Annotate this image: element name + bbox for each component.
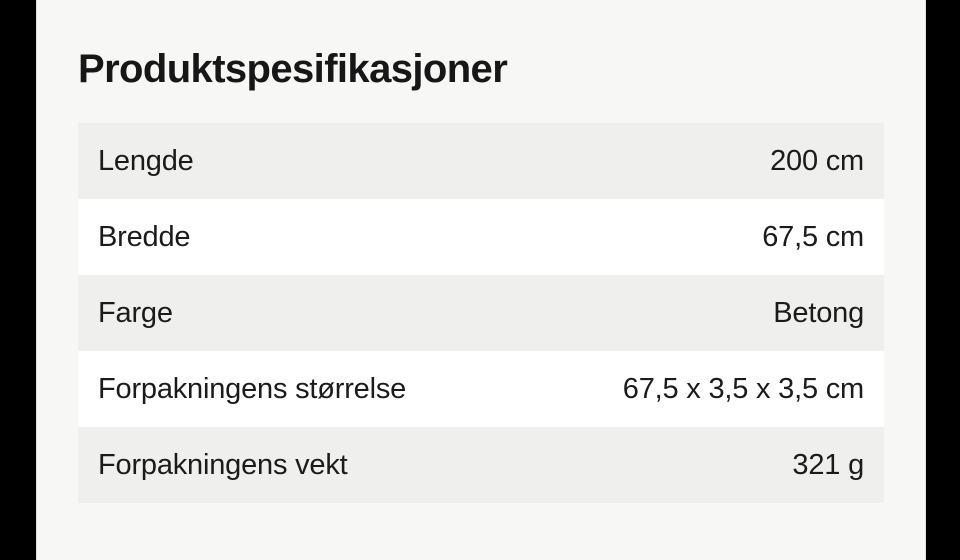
product-specs-section: Produktspesifikasjoner Lengde 200 cm Bre… [36,0,926,560]
spec-label: Lengde [98,144,194,177]
spec-value: 321 g [792,448,864,481]
spec-row-color: Farge Betong [78,275,884,351]
spec-row-width: Bredde 67,5 cm [78,199,884,275]
spec-row-package-weight: Forpakningens vekt 321 g [78,427,884,503]
spec-row-length: Lengde 200 cm [78,123,884,199]
spec-table: Lengde 200 cm Bredde 67,5 cm Farge Beton… [78,123,884,503]
spec-value: 200 cm [770,144,864,177]
spec-row-package-size: Forpakningens størrelse 67,5 x 3,5 x 3,5… [78,351,884,427]
spec-value: 67,5 cm [762,220,864,253]
spec-label: Bredde [98,220,191,253]
spec-value: 67,5 x 3,5 x 3,5 cm [622,372,864,405]
spec-label: Farge [98,296,173,329]
spec-value: Betong [773,296,864,329]
section-title: Produktspesifikasjoner [78,47,508,91]
spec-label: Forpakningens størrelse [98,372,407,405]
letterbox-right [926,0,960,560]
spec-label: Forpakningens vekt [98,448,348,481]
letterbox-left [0,0,36,560]
